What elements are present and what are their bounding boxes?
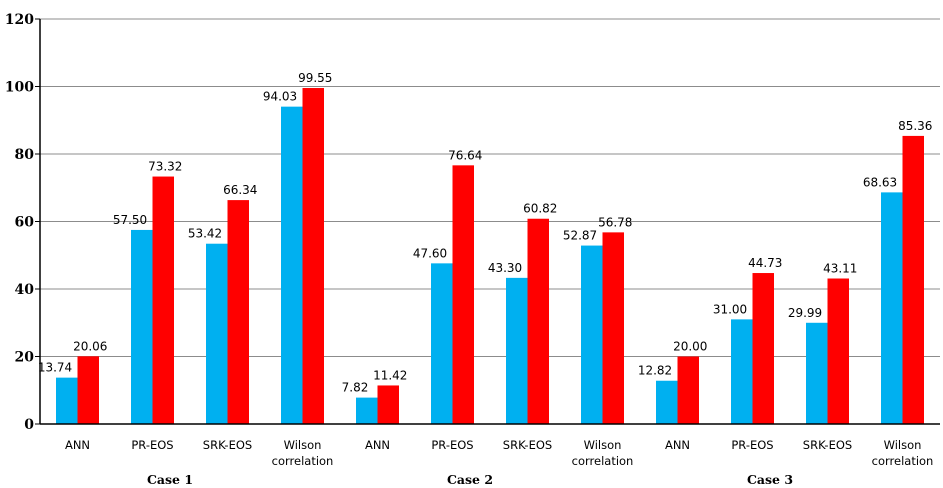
bar: [452, 165, 474, 424]
data-label: 76.64: [448, 148, 482, 162]
data-label: 60.82: [523, 202, 557, 216]
data-label: 13.74: [38, 361, 72, 375]
bar: [806, 322, 828, 424]
data-label: 68.63: [863, 175, 897, 189]
data-label: 20.06: [73, 339, 107, 353]
data-label: 44.73: [748, 256, 782, 270]
data-label: 57.50: [113, 213, 147, 227]
data-label: 31.00: [713, 302, 747, 316]
data-label: 43.30: [488, 261, 522, 275]
bar: [281, 106, 303, 425]
x-tick-label: ANN: [365, 438, 390, 452]
bar: [377, 385, 399, 424]
group-label: Case 3: [747, 472, 793, 487]
bar: [152, 176, 174, 424]
x-tick-label: PR-EOS: [431, 438, 473, 452]
data-label: 20.00: [673, 340, 707, 354]
data-label: 11.42: [373, 368, 407, 382]
group-label: Case 1: [147, 472, 193, 487]
bars: [56, 88, 924, 425]
data-label: 12.82: [638, 364, 672, 378]
x-tick-label: correlation: [572, 454, 634, 468]
x-tick-label: Wilson: [884, 438, 922, 452]
data-label: 47.60: [413, 246, 447, 260]
x-tick-label: correlation: [872, 454, 934, 468]
bar: [827, 278, 849, 424]
bar: [902, 135, 924, 424]
y-tick-label: 120: [5, 12, 34, 28]
bar: [77, 356, 99, 424]
bar: [356, 397, 378, 424]
bar: [56, 377, 78, 424]
y-tick-label: 100: [5, 80, 34, 96]
bar: [527, 218, 549, 424]
data-label: 73.32: [148, 160, 182, 174]
x-tick-label: correlation: [272, 454, 334, 468]
data-label: 7.82: [342, 381, 369, 395]
bar: [506, 277, 528, 424]
y-tick-label: 0: [24, 417, 34, 433]
y-tick-label: 40: [15, 282, 35, 298]
bar: [131, 229, 153, 424]
bar: [431, 263, 453, 424]
bar: [206, 243, 228, 424]
gridlines: [40, 18, 940, 357]
data-label: 56.78: [598, 215, 632, 229]
data-label: 94.03: [263, 90, 297, 104]
x-tick-label: PR-EOS: [131, 438, 173, 452]
bar: [881, 192, 903, 424]
bar: [602, 232, 624, 424]
x-tick-label: ANN: [65, 438, 90, 452]
x-tick-label: SRK-EOS: [203, 438, 252, 452]
bar: [677, 356, 699, 424]
data-label: 99.55: [298, 71, 332, 85]
y-tick-label: 20: [15, 350, 35, 366]
x-tick-label: Wilson: [284, 438, 322, 452]
x-tick-label: ANN: [665, 438, 690, 452]
data-label: 85.36: [898, 119, 932, 133]
x-tick-label: Wilson: [584, 438, 622, 452]
bar: [227, 200, 249, 424]
axes: 0 20 40 60 80 100 120 ANN PR-EOS SRK-EOS Wilson cor…: [5, 12, 940, 487]
x-tick-label: SRK-EOS: [803, 438, 852, 452]
data-label: 53.42: [188, 227, 222, 241]
data-label: 29.99: [788, 306, 822, 320]
y-tick-label: 60: [15, 215, 35, 231]
data-label: 52.87: [563, 229, 597, 243]
bar: [731, 319, 753, 424]
data-label: 43.11: [823, 262, 857, 276]
x-tick-label: SRK-EOS: [503, 438, 552, 452]
bar: [752, 273, 774, 424]
bar: [302, 88, 324, 425]
bar: [581, 245, 603, 424]
group-label: Case 2: [447, 472, 493, 487]
bar: [656, 380, 678, 424]
x-tick-label: PR-EOS: [731, 438, 773, 452]
y-tick-label: 80: [15, 147, 35, 163]
data-label: 66.34: [223, 183, 257, 197]
